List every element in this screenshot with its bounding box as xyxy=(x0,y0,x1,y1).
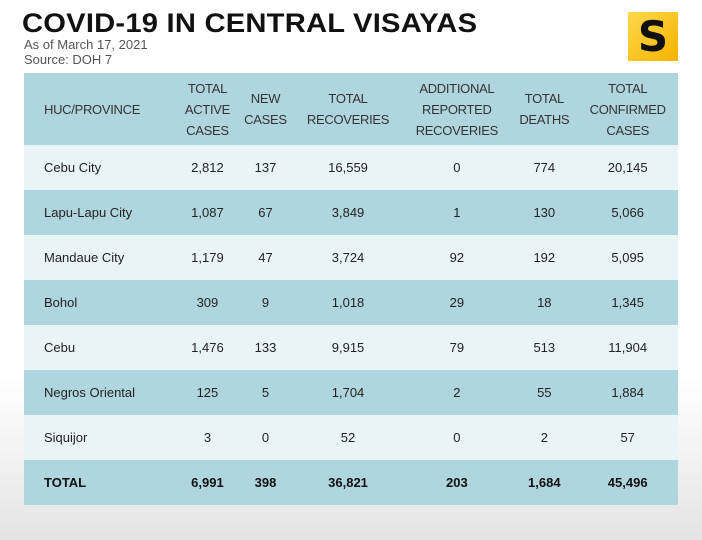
column-header: TOTAL ACTIVE CASES xyxy=(177,73,238,145)
table-cell: 0 xyxy=(402,415,512,460)
as-of-date: As of March 17, 2021 xyxy=(24,37,148,52)
table-cell: 1,345 xyxy=(577,280,678,325)
table-cell: 3 xyxy=(177,415,238,460)
table-cell: 18 xyxy=(511,280,578,325)
header-word: TOTAL xyxy=(524,91,565,106)
table-row: Lapu-Lapu City 1,087 67 3,849 1 130 5,066 xyxy=(24,190,678,235)
table-cell: 398 xyxy=(237,460,294,505)
header-word: TOTAL xyxy=(187,80,228,96)
column-header: HUC/PROVINCE xyxy=(24,73,178,145)
header-word: NEW xyxy=(250,91,281,106)
table-cell: 52 xyxy=(293,415,403,460)
logo-letter: S xyxy=(637,12,669,61)
table-cell: 203 xyxy=(402,460,512,505)
table-cell: 16,559 xyxy=(293,145,403,190)
table-cell: 130 xyxy=(511,190,578,235)
table-cell: 36,821 xyxy=(293,460,403,505)
header-word: RECOVERIES xyxy=(306,112,390,127)
table-cell: 133 xyxy=(237,325,294,370)
brand-logo: S xyxy=(628,12,678,61)
table-row: Cebu 1,476 133 9,915 79 513 11,904 xyxy=(24,325,678,370)
region-name: Negros Oriental xyxy=(24,370,178,415)
table-row: Siquijor 3 0 52 0 2 57 xyxy=(24,415,678,460)
table-cell: 1,018 xyxy=(293,280,403,325)
table-cell: 137 xyxy=(237,145,294,190)
region-name: Siquijor xyxy=(24,415,178,460)
table-cell: 92 xyxy=(402,235,512,280)
header-word: ADDITIONAL xyxy=(419,80,495,96)
table-cell: 79 xyxy=(402,325,512,370)
table-cell: 774 xyxy=(511,145,578,190)
table-row: Bohol 309 9 1,018 29 18 1,345 xyxy=(24,280,678,325)
table-cell: 9 xyxy=(237,280,294,325)
table-cell: 5,095 xyxy=(577,235,678,280)
table-cell: 2 xyxy=(402,370,512,415)
region-name: Mandaue City xyxy=(24,235,178,280)
table-cell: 0 xyxy=(402,145,512,190)
table-cell: 0 xyxy=(237,415,294,460)
region-name: Cebu xyxy=(24,325,178,370)
table-cell: 513 xyxy=(511,325,578,370)
table-cell: 1,684 xyxy=(511,460,578,505)
table-cell: 3,849 xyxy=(293,190,403,235)
table-cell: 5,066 xyxy=(577,190,678,235)
column-header: TOTAL DEATHS xyxy=(511,73,578,145)
region-name: Bohol xyxy=(24,280,178,325)
header-word: CASES xyxy=(606,122,649,138)
table-cell: 1,476 xyxy=(177,325,238,370)
table-cell: 309 xyxy=(177,280,238,325)
header-word: TOTAL xyxy=(328,91,368,106)
table-cell: 192 xyxy=(511,235,578,280)
header-word: HUC/PROVINCE xyxy=(44,101,141,117)
table-cell: 11,904 xyxy=(577,325,678,370)
table-cell: 1,884 xyxy=(577,370,678,415)
table-cell: 57 xyxy=(577,415,678,460)
table-cell: 2 xyxy=(511,415,578,460)
table-row: Negros Oriental 125 5 1,704 2 55 1,884 xyxy=(24,370,678,415)
header-word: RECOVERIES xyxy=(415,122,499,138)
header-word: TOTAL xyxy=(608,80,648,96)
column-header: TOTAL CONFIRMED CASES xyxy=(577,73,678,145)
table-cell: 6,991 xyxy=(177,460,238,505)
header-word: REPORTED xyxy=(422,101,492,117)
header-word: CONFIRMED xyxy=(589,101,666,117)
column-header: ADDITIONAL REPORTED RECOVERIES xyxy=(402,73,512,145)
header-word: ACTIVE xyxy=(184,101,230,117)
header-word: CASES xyxy=(186,122,229,138)
table-cell: 9,915 xyxy=(293,325,403,370)
header-word: CASES xyxy=(244,112,287,127)
table-cell: 47 xyxy=(237,235,294,280)
table-cell: 67 xyxy=(237,190,294,235)
table-cell: 3,724 xyxy=(293,235,403,280)
column-header: TOTAL RECOVERIES xyxy=(293,73,403,145)
total-row: TOTAL 6,991 398 36,821 203 1,684 45,496 xyxy=(24,460,678,505)
region-name: TOTAL xyxy=(24,460,178,505)
header-word: DEATHS xyxy=(519,112,570,127)
table-cell: 1,179 xyxy=(177,235,238,280)
table-cell: 1,704 xyxy=(293,370,403,415)
table-cell: 1,087 xyxy=(177,190,238,235)
table-cell: 55 xyxy=(511,370,578,415)
covid-table: HUC/PROVINCE TOTAL ACTIVE CASES NEW CASES TOTA… xyxy=(24,73,678,505)
table-header: HUC/PROVINCE TOTAL ACTIVE CASES NEW CASES TOTA… xyxy=(24,73,678,145)
table-cell: 125 xyxy=(177,370,238,415)
table-row: Mandaue City 1,179 47 3,724 92 192 5,095 xyxy=(24,235,678,280)
column-header: NEW CASES xyxy=(237,73,294,145)
table-cell: 20,145 xyxy=(577,145,678,190)
region-name: Lapu-Lapu City xyxy=(24,190,178,235)
region-name: Cebu City xyxy=(24,145,178,190)
table-cell: 45,496 xyxy=(577,460,678,505)
table-row: Cebu City 2,812 137 16,559 0 774 20,145 xyxy=(24,145,678,190)
source-label: Source: DOH 7 xyxy=(24,52,113,67)
table-cell: 1 xyxy=(402,190,512,235)
page-title: COVID-19 IN CENTRAL VISAYAS xyxy=(22,8,478,38)
table-cell: 5 xyxy=(237,370,294,415)
table-cell: 2,812 xyxy=(177,145,238,190)
table-cell: 29 xyxy=(402,280,512,325)
